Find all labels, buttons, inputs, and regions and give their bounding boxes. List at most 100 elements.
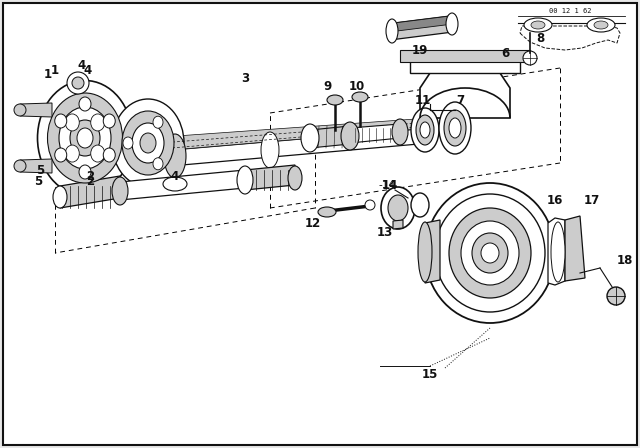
Ellipse shape bbox=[327, 95, 343, 105]
Polygon shape bbox=[565, 216, 585, 281]
Polygon shape bbox=[390, 16, 453, 40]
Text: 00 12 1 62: 00 12 1 62 bbox=[548, 8, 591, 14]
Ellipse shape bbox=[132, 123, 164, 163]
Ellipse shape bbox=[551, 222, 565, 282]
Text: 4: 4 bbox=[84, 64, 92, 77]
Ellipse shape bbox=[112, 177, 128, 205]
Text: 2: 2 bbox=[86, 169, 94, 182]
Polygon shape bbox=[60, 176, 120, 208]
Ellipse shape bbox=[55, 148, 67, 162]
Ellipse shape bbox=[164, 134, 186, 178]
Ellipse shape bbox=[420, 122, 430, 138]
Text: 5: 5 bbox=[34, 175, 42, 188]
Ellipse shape bbox=[425, 183, 555, 323]
Ellipse shape bbox=[301, 124, 319, 152]
Ellipse shape bbox=[153, 116, 163, 128]
Ellipse shape bbox=[65, 114, 79, 131]
Ellipse shape bbox=[446, 13, 458, 35]
Ellipse shape bbox=[352, 92, 368, 102]
Text: 8: 8 bbox=[536, 31, 544, 44]
Text: 17: 17 bbox=[584, 194, 600, 207]
Ellipse shape bbox=[153, 158, 163, 170]
Ellipse shape bbox=[91, 114, 105, 131]
Ellipse shape bbox=[38, 81, 132, 195]
Ellipse shape bbox=[472, 233, 508, 273]
Polygon shape bbox=[420, 68, 510, 118]
Ellipse shape bbox=[91, 145, 105, 162]
Ellipse shape bbox=[14, 104, 26, 116]
Text: 18: 18 bbox=[617, 254, 633, 267]
Polygon shape bbox=[20, 103, 52, 117]
Ellipse shape bbox=[55, 114, 67, 128]
Ellipse shape bbox=[449, 208, 531, 298]
Text: 11: 11 bbox=[415, 94, 431, 107]
Ellipse shape bbox=[79, 165, 91, 179]
Text: 13: 13 bbox=[377, 225, 393, 238]
Ellipse shape bbox=[444, 110, 466, 146]
Polygon shape bbox=[245, 165, 295, 190]
Polygon shape bbox=[270, 68, 560, 208]
Ellipse shape bbox=[112, 99, 184, 187]
Text: 1: 1 bbox=[51, 64, 59, 77]
Text: 16: 16 bbox=[547, 194, 563, 207]
Ellipse shape bbox=[594, 21, 608, 29]
Text: 15: 15 bbox=[422, 367, 438, 380]
Ellipse shape bbox=[47, 93, 122, 183]
Text: 3: 3 bbox=[241, 72, 249, 85]
Ellipse shape bbox=[381, 187, 415, 229]
Polygon shape bbox=[148, 128, 430, 168]
Ellipse shape bbox=[237, 166, 253, 194]
Ellipse shape bbox=[79, 97, 91, 111]
Text: 12: 12 bbox=[305, 216, 321, 229]
Ellipse shape bbox=[103, 114, 115, 128]
Ellipse shape bbox=[439, 102, 471, 154]
Ellipse shape bbox=[72, 77, 84, 89]
Ellipse shape bbox=[524, 18, 552, 32]
Text: 4: 4 bbox=[171, 169, 179, 182]
Ellipse shape bbox=[288, 166, 302, 190]
Polygon shape bbox=[120, 170, 245, 200]
Ellipse shape bbox=[523, 51, 537, 65]
Ellipse shape bbox=[607, 287, 625, 305]
Text: 19: 19 bbox=[412, 43, 428, 56]
Polygon shape bbox=[148, 118, 430, 152]
Polygon shape bbox=[394, 16, 453, 31]
Ellipse shape bbox=[53, 186, 67, 208]
Ellipse shape bbox=[411, 108, 439, 152]
Ellipse shape bbox=[587, 18, 615, 32]
Polygon shape bbox=[393, 220, 403, 229]
Polygon shape bbox=[548, 218, 565, 285]
Ellipse shape bbox=[386, 19, 398, 43]
Text: 14: 14 bbox=[382, 178, 398, 191]
Ellipse shape bbox=[392, 119, 408, 145]
Ellipse shape bbox=[140, 133, 156, 153]
Ellipse shape bbox=[531, 21, 545, 29]
Polygon shape bbox=[310, 126, 350, 148]
Ellipse shape bbox=[14, 160, 26, 172]
Text: 4: 4 bbox=[78, 59, 86, 72]
Text: 10: 10 bbox=[349, 79, 365, 92]
Ellipse shape bbox=[388, 195, 408, 221]
Ellipse shape bbox=[77, 128, 93, 148]
Polygon shape bbox=[400, 50, 530, 62]
Ellipse shape bbox=[261, 132, 279, 168]
Ellipse shape bbox=[461, 221, 519, 285]
Ellipse shape bbox=[481, 243, 499, 263]
Text: -14: -14 bbox=[378, 180, 396, 190]
Text: 5: 5 bbox=[36, 164, 44, 177]
Text: 9: 9 bbox=[323, 79, 331, 92]
Ellipse shape bbox=[435, 194, 545, 312]
Ellipse shape bbox=[341, 122, 359, 150]
Ellipse shape bbox=[65, 145, 79, 162]
Ellipse shape bbox=[67, 72, 89, 94]
Polygon shape bbox=[350, 124, 400, 143]
Ellipse shape bbox=[411, 193, 429, 217]
Ellipse shape bbox=[59, 107, 111, 169]
Ellipse shape bbox=[123, 137, 133, 149]
Ellipse shape bbox=[365, 200, 375, 210]
Ellipse shape bbox=[122, 111, 174, 175]
Ellipse shape bbox=[416, 115, 434, 145]
Ellipse shape bbox=[103, 148, 115, 162]
Ellipse shape bbox=[418, 222, 432, 282]
Ellipse shape bbox=[70, 120, 100, 156]
